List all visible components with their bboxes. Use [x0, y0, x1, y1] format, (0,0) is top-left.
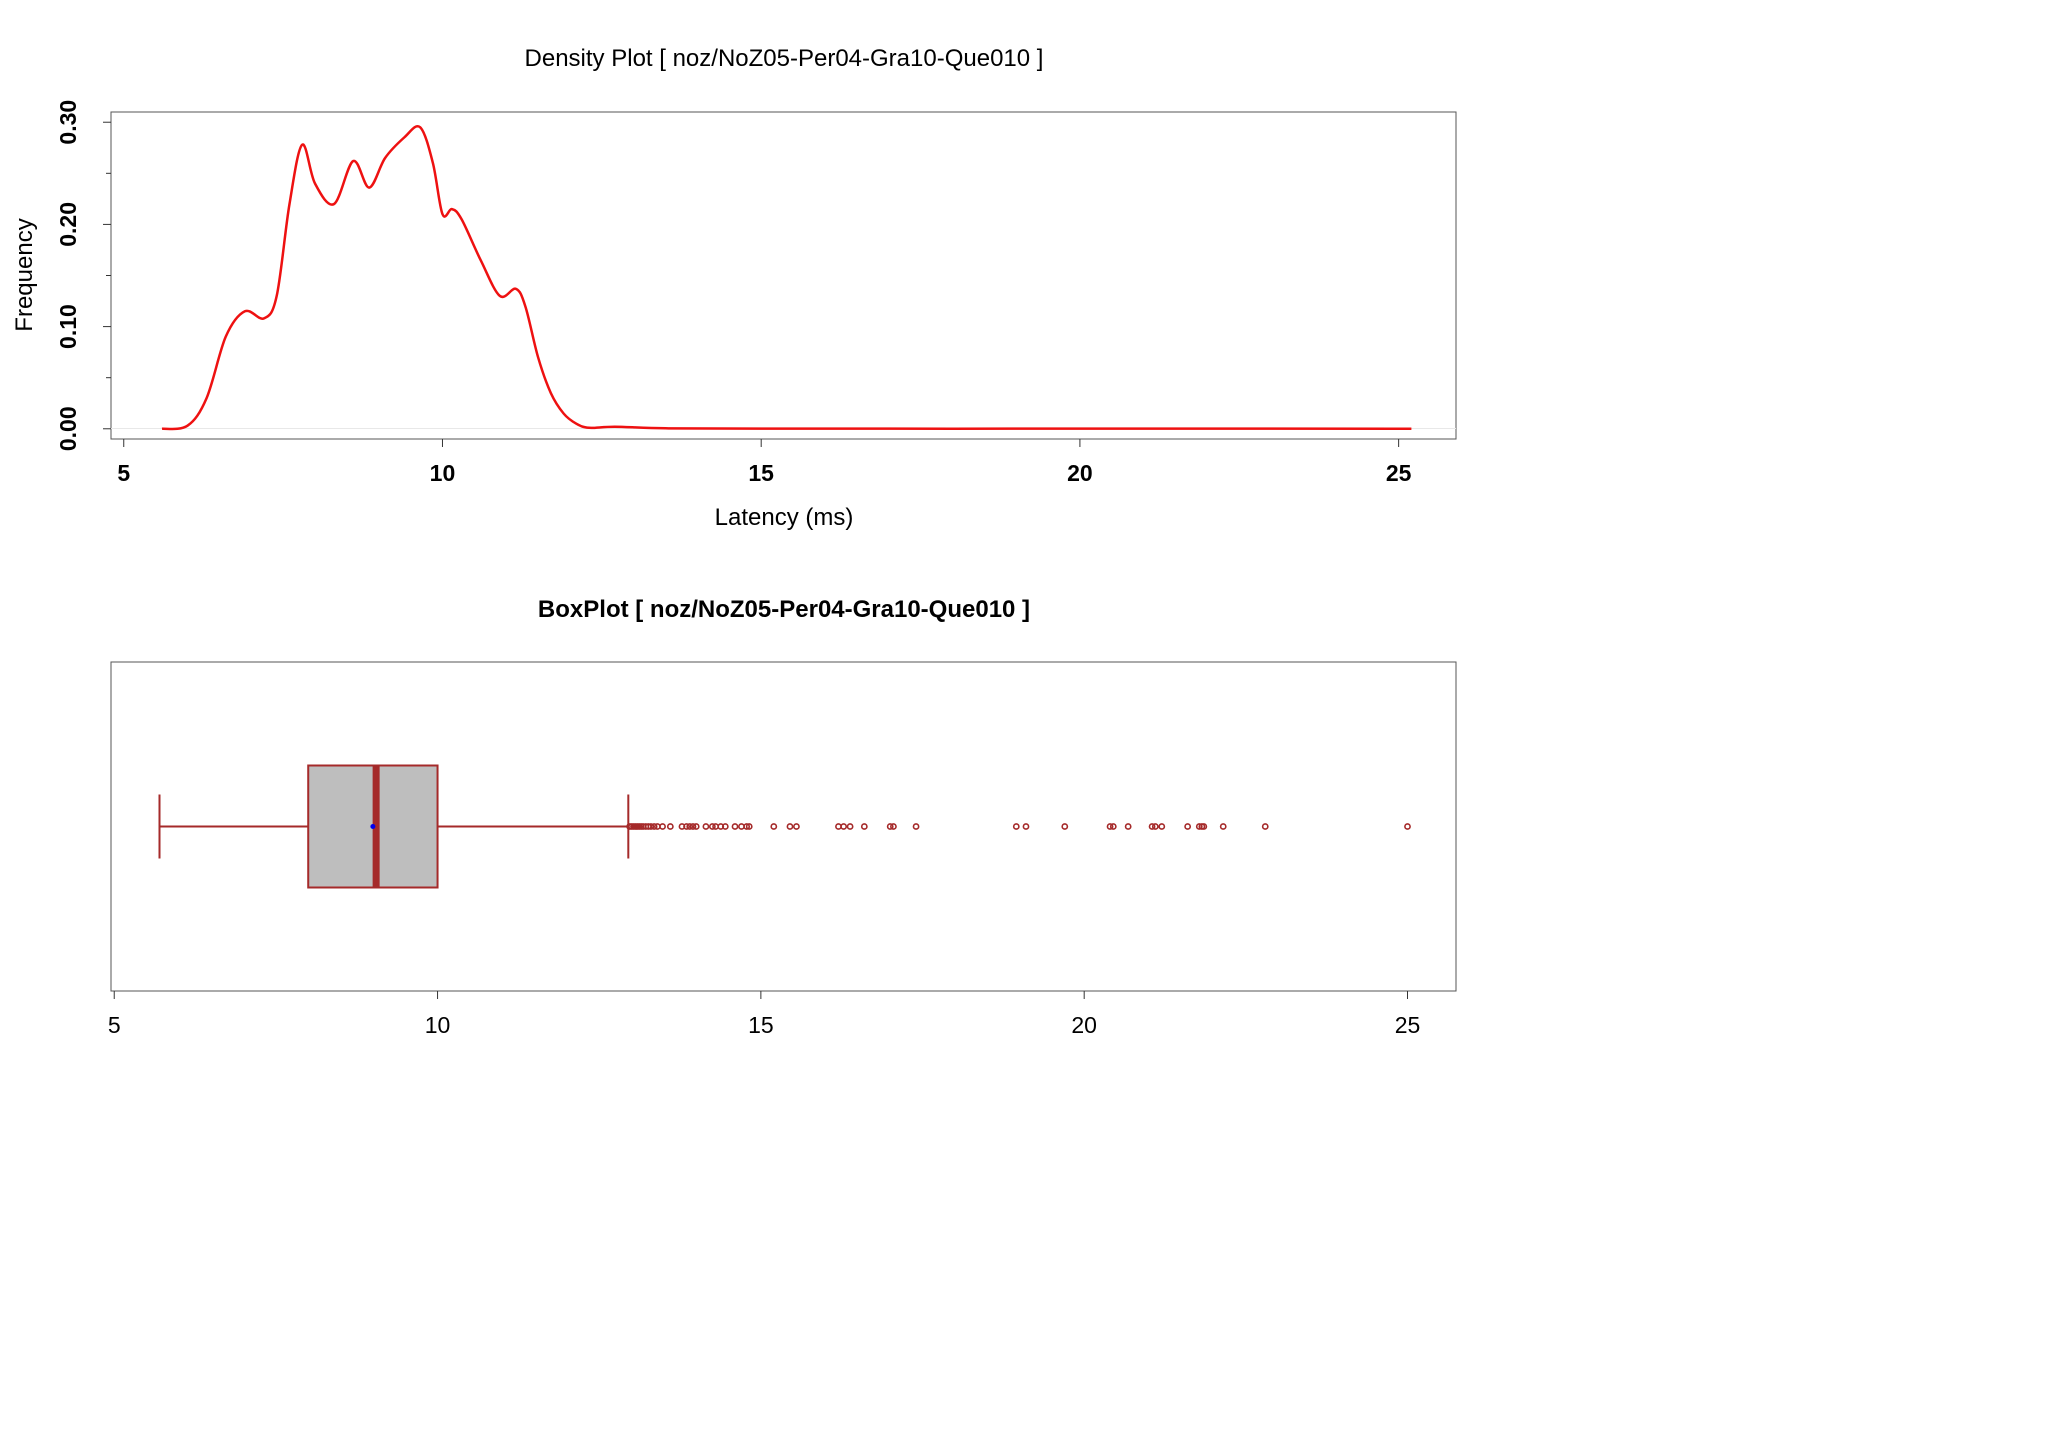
- boxplot-title: BoxPlot [ noz/NoZ05-Per04-Gra10-Que010 ]: [538, 596, 1030, 623]
- density-x-tick-label: 20: [1067, 460, 1093, 486]
- density-x-tick-label: 15: [748, 460, 774, 486]
- outlier-point: [912, 823, 920, 830]
- outlier-point: [689, 823, 697, 830]
- density-chart: Density Plot [ noz/NoZ05-Per04-Gra10-Que…: [11, 45, 1457, 531]
- boxplot-elements: [158, 764, 630, 889]
- density-y-axis-label: Frequency: [11, 218, 38, 331]
- outlier-point: [1404, 823, 1411, 830]
- outlier-point: [659, 823, 666, 830]
- outlier-point: [786, 823, 794, 830]
- boxplot-plot-frame: [110, 661, 1457, 992]
- density-y-tick-label: 0.30: [55, 100, 81, 145]
- outlier-point: [745, 823, 753, 830]
- outlier-point: [770, 823, 778, 830]
- boxplot-x-tick-label: 10: [425, 1012, 451, 1038]
- outlier-point: [1148, 823, 1156, 830]
- density-y-tick-label: 0.20: [55, 202, 81, 247]
- boxplot-x-tick-label: 15: [748, 1012, 774, 1038]
- outlier-point: [1022, 823, 1030, 830]
- outlier-point: [686, 823, 694, 830]
- outlier-point: [890, 823, 897, 830]
- outlier-point: [886, 823, 894, 830]
- outlier-point: [647, 823, 655, 830]
- outlier-point: [1151, 823, 1159, 830]
- boxplot-x-tick-label: 25: [1395, 1012, 1421, 1038]
- density-y-tick-label: 0.10: [55, 304, 81, 349]
- boxplot-x-tick-label: 20: [1071, 1012, 1097, 1038]
- density-y-axis: 0.00 0.10 0.20 0.30: [55, 100, 111, 451]
- density-title: Density Plot [ noz/NoZ05-Per04-Gra10-Que…: [525, 45, 1044, 72]
- outlier-point: [1219, 823, 1227, 830]
- figure: Density Plot [ noz/NoZ05-Per04-Gra10-Que…: [11, 45, 1457, 1038]
- outlier-point: [1124, 823, 1132, 830]
- outlier-point: [683, 823, 690, 830]
- outlier-point: [1106, 823, 1114, 830]
- outlier-point: [1012, 823, 1020, 830]
- outlier-point: [1158, 823, 1166, 830]
- density-x-axis: 5 10 15 20 25: [117, 439, 1412, 486]
- outlier-point: [1109, 823, 1117, 830]
- outlier-point: [692, 823, 700, 830]
- density-x-tick-label: 10: [430, 460, 456, 486]
- outlier-point: [793, 823, 800, 830]
- boxplot-x-axis: 5 10 15 20 25: [108, 991, 1420, 1038]
- outlier-point: [846, 823, 854, 830]
- outlier-point: [840, 823, 848, 830]
- density-line: [161, 125, 1412, 431]
- outlier-point: [708, 823, 716, 830]
- outlier-point: [702, 823, 710, 830]
- density-plot-frame: [110, 111, 1457, 440]
- outlier-point: [731, 823, 739, 830]
- outlier-point: [1261, 823, 1269, 830]
- boxplot-outliers: [626, 823, 1411, 830]
- outlier-point: [860, 823, 868, 830]
- outlier-point: [721, 823, 729, 830]
- density-x-tick-label: 25: [1386, 460, 1412, 486]
- outlier-point: [650, 823, 658, 830]
- mean-point: [370, 824, 376, 829]
- density-x-axis-label: Latency (ms): [715, 504, 854, 531]
- outlier-point: [743, 823, 751, 830]
- density-x-tick-label: 5: [117, 460, 130, 486]
- density-y-tick-label: 0.00: [55, 406, 81, 451]
- outlier-point: [1200, 823, 1208, 830]
- outlier-point: [1061, 823, 1069, 830]
- outlier-point: [666, 823, 674, 830]
- box-chart: BoxPlot [ noz/NoZ05-Per04-Gra10-Que010 ]…: [108, 596, 1457, 1038]
- boxplot-x-tick-label: 5: [108, 1012, 121, 1038]
- outlier-point: [1184, 823, 1192, 830]
